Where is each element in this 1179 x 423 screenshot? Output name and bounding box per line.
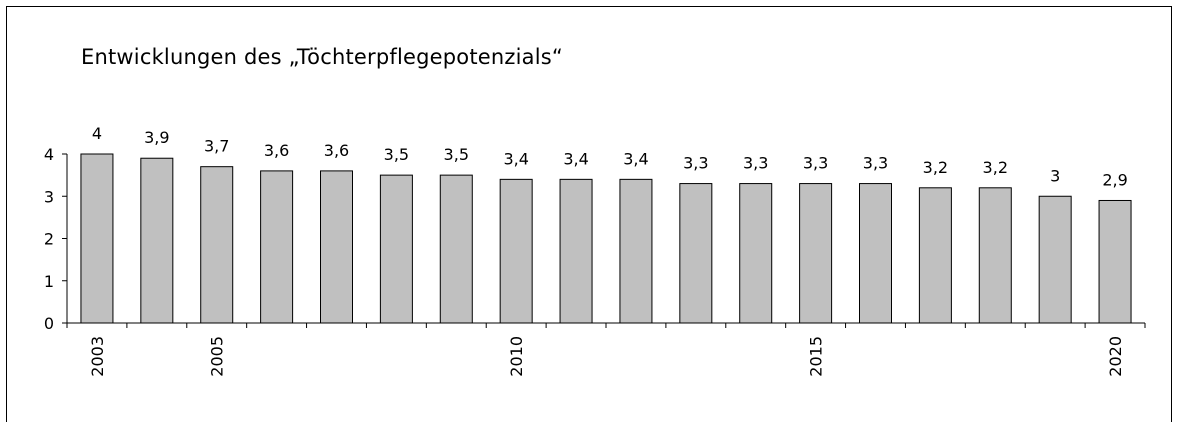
bar bbox=[1038, 195, 1072, 324]
data-label: 3,2 bbox=[923, 158, 948, 177]
bar bbox=[978, 187, 1012, 324]
bar bbox=[859, 183, 892, 324]
data-label: 3,3 bbox=[743, 154, 768, 173]
y-tick-label: 4 bbox=[44, 145, 54, 164]
data-label: 3,3 bbox=[683, 154, 708, 173]
data-label: 3,2 bbox=[983, 158, 1008, 177]
data-label: 3,6 bbox=[324, 141, 349, 160]
bar bbox=[918, 187, 952, 324]
data-label: 3,3 bbox=[863, 154, 888, 173]
x-tick-label: 2003 bbox=[88, 336, 107, 377]
bar bbox=[739, 183, 773, 324]
bar bbox=[559, 178, 593, 324]
data-label: 3,7 bbox=[204, 137, 229, 156]
data-label: 3,9 bbox=[144, 128, 169, 147]
bar bbox=[619, 178, 653, 324]
bar bbox=[499, 178, 533, 324]
data-label: 3,6 bbox=[264, 141, 289, 160]
y-tick-label: 3 bbox=[44, 187, 54, 206]
x-tick-label: 2010 bbox=[507, 336, 526, 377]
data-label: 3,4 bbox=[563, 149, 588, 168]
y-tick-label: 0 bbox=[44, 314, 54, 333]
bar bbox=[439, 174, 473, 324]
bar bbox=[320, 170, 353, 324]
data-label: 3 bbox=[1050, 166, 1060, 185]
x-tick-label: 2020 bbox=[1106, 336, 1125, 377]
chart-title: Entwicklungen des „Töchterpflegepotenzia… bbox=[81, 45, 563, 69]
bar bbox=[679, 183, 713, 324]
data-label: 2,9 bbox=[1102, 170, 1127, 189]
bar bbox=[379, 174, 413, 324]
bar bbox=[140, 157, 174, 324]
bar bbox=[799, 183, 833, 324]
bar bbox=[200, 166, 234, 324]
bar bbox=[80, 153, 114, 324]
data-label: 3,5 bbox=[384, 145, 409, 164]
y-tick-label: 2 bbox=[44, 230, 54, 249]
data-label: 3,5 bbox=[444, 145, 469, 164]
data-label: 3,3 bbox=[803, 154, 828, 173]
data-label: 3,4 bbox=[623, 149, 648, 168]
data-label: 3,4 bbox=[503, 149, 528, 168]
bar bbox=[260, 170, 294, 324]
data-label: 4 bbox=[92, 124, 102, 143]
x-tick-label: 2005 bbox=[208, 336, 227, 377]
x-tick-label: 2015 bbox=[807, 336, 826, 377]
y-tick-label: 1 bbox=[44, 272, 54, 291]
bar bbox=[1098, 199, 1132, 324]
